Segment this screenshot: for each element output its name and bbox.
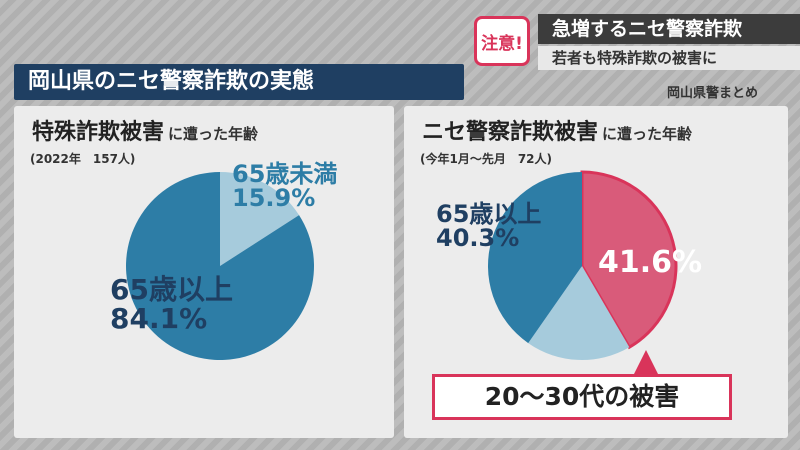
left-label-over65: 65歳以上 84.1% (110, 273, 233, 335)
left-label-under65-value: 15.9% (232, 184, 316, 213)
pie-slice-20-30s (580, 170, 678, 350)
source-label: 岡山県警まとめ (666, 86, 758, 101)
right-pie-chart (487, 170, 678, 361)
callout-pointer (634, 350, 658, 374)
left-panel: 特殊詐欺被害 に遭った年齢 (2022年 157人) 65歳未満 15.9% 65… (14, 106, 394, 438)
left-title-sub: に遭った年齢 (168, 125, 259, 143)
young-victims-callout: 20～30代の被害 (432, 374, 732, 420)
pie-slice-under65 (220, 172, 300, 266)
pie-slice-over65 (487, 172, 582, 344)
left-note: (2022年 157人) (30, 152, 136, 166)
left-panel-title: 特殊詐欺被害 に遭った年齢 (32, 114, 258, 146)
left-label-over65-value: 84.1% (110, 301, 208, 335)
subheadline: 若者も特殊詐欺の被害に (538, 46, 800, 70)
left-label-under65: 65歳未満 15.9% (232, 162, 337, 211)
right-title-sub: に遭った年齢 (602, 125, 693, 143)
pie-slice-over65 (126, 172, 315, 360)
left-pie-chart (126, 172, 315, 360)
left-label-over65-name: 65歳以上 (110, 273, 233, 306)
news-header: 注意! 急増するニセ警察詐欺 若者も特殊詐欺の被害に (474, 12, 800, 72)
caution-badge: 注意! (474, 16, 530, 66)
headline: 急増するニセ警察詐欺 (538, 14, 800, 44)
main-title: 岡山県のニセ警察詐欺の実態 (14, 64, 464, 100)
right-label-over65-value: 40.3% (436, 224, 520, 253)
right-label-over65-name: 65歳以上 (436, 200, 542, 228)
left-label-under65-name: 65歳未満 (232, 160, 338, 188)
right-title-main: ニセ警察詐欺被害 (422, 120, 599, 145)
right-label-over65: 65歳以上 40.3% (436, 202, 541, 251)
right-label-young-value: 41.6% (598, 245, 703, 280)
right-note: (今年1月～先月 72人) (420, 152, 553, 166)
left-title-main: 特殊詐欺被害 (32, 120, 165, 145)
right-panel-title: ニセ警察詐欺被害 に遭った年齢 (422, 114, 692, 146)
pie-slice-other (528, 266, 630, 361)
